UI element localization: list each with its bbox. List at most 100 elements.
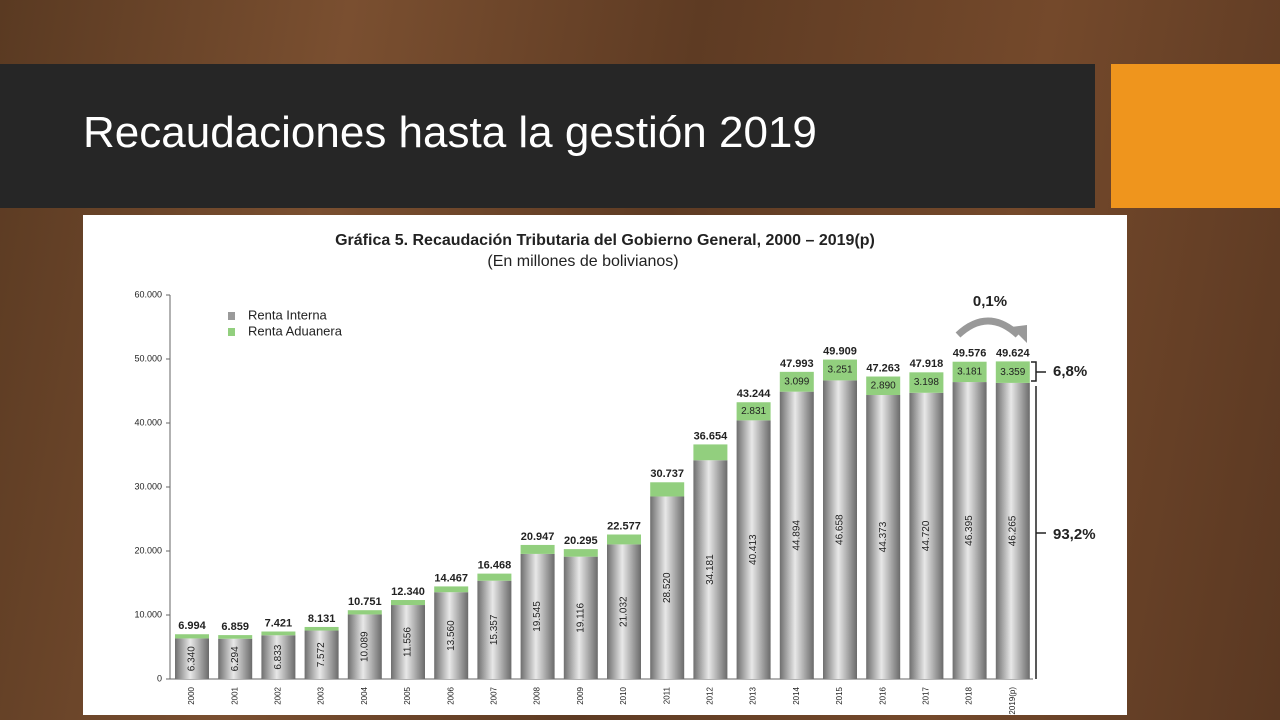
bar-segment — [261, 631, 296, 636]
bar-segment — [218, 638, 253, 679]
y-tick-label: 40.000 — [134, 417, 162, 427]
y-tick-label: 30.000 — [134, 481, 162, 491]
x-tick-label: 2004 — [360, 686, 369, 704]
chart-panel: Gráfica 5. Recaudación Tributaria del Go… — [83, 215, 1127, 715]
value-label: 2.890 — [871, 380, 896, 391]
bar-segment — [477, 580, 512, 679]
total-label: 22.577 — [607, 520, 641, 532]
value-label: 46.658 — [835, 514, 846, 545]
value-label: 28.520 — [662, 572, 673, 603]
x-tick-label: 2003 — [317, 686, 326, 704]
value-label: 6.294 — [230, 646, 241, 671]
chart-subtitle: (En millones de bolivianos) — [487, 253, 678, 270]
value-label: 3.251 — [827, 365, 852, 376]
value-label: 46.265 — [1007, 515, 1018, 546]
total-label: 49.909 — [823, 345, 857, 357]
total-label: 47.918 — [910, 358, 944, 370]
y-tick-label: 10.000 — [134, 609, 162, 619]
total-label: 49.624 — [996, 347, 1031, 359]
total-label: 43.244 — [737, 388, 772, 400]
bar-segment — [823, 359, 857, 381]
value-label: 3.198 — [914, 377, 939, 388]
value-label: 34.181 — [705, 554, 716, 585]
total-label: 16.468 — [478, 560, 512, 572]
x-tick-label: 2005 — [403, 686, 412, 704]
bar-segment — [563, 556, 598, 679]
total-label: 36.654 — [694, 430, 729, 442]
value-label: 6.833 — [273, 644, 284, 669]
total-label: 14.467 — [434, 572, 468, 584]
bracket-line — [1035, 386, 1046, 679]
value-label: 10.089 — [359, 631, 370, 662]
bar-segment — [218, 635, 253, 639]
x-tick-label: 2017 — [922, 686, 931, 704]
x-tick-label: 2013 — [749, 686, 758, 704]
x-tick-label: 2007 — [490, 686, 499, 704]
accent-block — [1111, 64, 1280, 208]
bar-segment — [477, 573, 512, 581]
total-label: 47.263 — [866, 362, 900, 374]
bar-segment — [391, 605, 425, 679]
value-label: 3.099 — [784, 376, 809, 387]
chart: Gráfica 5. Recaudación Tributaria del Go… — [134, 232, 1096, 715]
value-label: 21.032 — [619, 596, 630, 627]
legend-swatch — [228, 328, 235, 336]
value-label: 11.556 — [403, 627, 414, 657]
x-tick-label: 2000 — [187, 686, 196, 704]
bar-segment — [866, 395, 901, 679]
bar-segment — [391, 600, 425, 606]
annotation: 93,2% — [1053, 526, 1096, 543]
y-tick-label: 50.000 — [134, 353, 162, 363]
value-label: 40.413 — [748, 534, 759, 565]
x-tick-label: 2009 — [576, 686, 585, 704]
bar-segment — [866, 376, 901, 396]
total-label: 12.340 — [391, 586, 425, 598]
y-tick-label: 0 — [157, 673, 162, 683]
x-tick-label: 2012 — [706, 686, 715, 704]
bar-segment — [607, 544, 641, 679]
title-band: Recaudaciones hasta la gestión 2019 — [0, 64, 1095, 208]
total-label: 47.993 — [780, 358, 814, 370]
total-label: 7.421 — [265, 617, 293, 629]
bar-segment — [909, 392, 944, 679]
x-tick-label: 2019(p) — [1008, 687, 1017, 715]
total-label: 6.859 — [221, 621, 249, 633]
value-label: 19.116 — [575, 602, 586, 632]
total-label: 20.947 — [521, 531, 555, 543]
arrow-head — [1011, 325, 1027, 343]
value-label: 44.894 — [791, 520, 802, 551]
bar-segment — [650, 496, 685, 679]
value-label: 44.373 — [878, 521, 889, 552]
value-label: 44.720 — [921, 520, 932, 551]
total-label: 30.737 — [650, 468, 684, 480]
chart-title: Gráfica 5. Recaudación Tributaria del Go… — [335, 232, 875, 249]
total-label: 10.751 — [348, 596, 382, 608]
annotation: 0,1% — [973, 293, 1007, 310]
bar-segment — [261, 635, 296, 679]
slide-title: Recaudaciones hasta la gestión 2019 — [83, 108, 817, 157]
bar-segment — [650, 482, 685, 497]
legend-swatch — [228, 312, 235, 320]
bar-segment — [304, 626, 339, 631]
x-tick-label: 2006 — [446, 686, 455, 704]
bar-segment — [952, 382, 987, 679]
value-label: 19.545 — [532, 601, 543, 632]
bar-segment — [175, 638, 209, 679]
x-tick-label: 2002 — [274, 686, 283, 704]
bar-segment — [952, 361, 987, 383]
bracket — [1031, 361, 1046, 382]
x-tick-label: 2016 — [878, 686, 887, 704]
legend-label: Renta Aduanera — [248, 323, 343, 338]
x-tick-label: 2018 — [965, 686, 974, 704]
value-label: 2.831 — [741, 406, 766, 417]
bar-segment — [347, 614, 382, 679]
bar-segment — [434, 586, 469, 593]
bar-segment — [779, 371, 814, 392]
annotation: 6,8% — [1053, 363, 1087, 380]
arrow-arc — [955, 317, 1021, 338]
value-label: 46.395 — [964, 515, 975, 546]
bar-segment — [779, 391, 814, 679]
value-label: 15.357 — [489, 614, 500, 645]
bar-segment — [823, 380, 857, 679]
